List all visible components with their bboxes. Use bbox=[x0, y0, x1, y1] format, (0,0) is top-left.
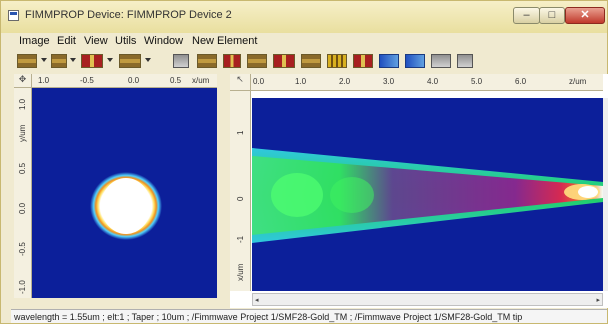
y-tick-label: 0.0 bbox=[18, 202, 27, 214]
x-tick-label: 0.0 bbox=[128, 76, 140, 85]
x-axis-unit: x/um bbox=[192, 76, 210, 85]
menu-edit[interactable]: Edit bbox=[57, 35, 76, 47]
mirror-icon[interactable] bbox=[301, 54, 321, 68]
z-ruler: 0.0 1.0 2.0 3.0 4.0 5.0 6.0 z/um bbox=[251, 74, 603, 91]
dropdown-arrow-icon[interactable] bbox=[145, 58, 151, 62]
field-lobe bbox=[271, 173, 323, 217]
close-button[interactable]: ✕ bbox=[565, 7, 605, 24]
x-tick-label: 1.0 bbox=[38, 76, 50, 85]
minimize-button[interactable]: – bbox=[513, 7, 540, 24]
scatter-icon[interactable] bbox=[197, 54, 217, 68]
dropdown-arrow-icon[interactable] bbox=[70, 58, 76, 62]
taper-field-plot[interactable] bbox=[252, 98, 603, 291]
dropdown-arrow-icon[interactable] bbox=[107, 58, 113, 62]
status-bar: wavelength = 1.55um ; elt:1 ; Taper ; 10… bbox=[11, 309, 607, 323]
menu-bar: Image Edit View Utils Window New Element bbox=[11, 33, 605, 49]
y-tick-label: 0.5 bbox=[18, 162, 27, 174]
z-tick-label: 0.0 bbox=[253, 77, 265, 86]
cross-section-view: ✥ 1.0 -0.5 0.0 0.5 x/um y/um 1.0 0.5 0.0… bbox=[14, 74, 217, 298]
field-lobe bbox=[330, 177, 374, 213]
menu-window[interactable]: Window bbox=[144, 35, 184, 47]
joint-icon[interactable] bbox=[51, 54, 67, 68]
grating-icon[interactable] bbox=[273, 54, 295, 68]
array-icon[interactable] bbox=[405, 54, 425, 68]
z-tick-label: 1.0 bbox=[295, 77, 307, 86]
y-tick-label: 1.0 bbox=[18, 98, 27, 110]
x-tick-label: 0 bbox=[236, 196, 245, 201]
pointer-cursor-icon[interactable]: ↖ bbox=[230, 74, 251, 91]
x-ruler: 1.0 -0.5 0.0 0.5 x/um bbox=[32, 74, 217, 88]
y-axis-unit: y/um bbox=[18, 124, 27, 142]
menu-new-element[interactable]: New Element bbox=[192, 35, 258, 47]
move-cursor-icon[interactable]: ✥ bbox=[14, 74, 32, 88]
y-tick-label: -1.0 bbox=[18, 280, 27, 294]
x-axis-unit: x/um bbox=[236, 263, 245, 281]
scroll-left-icon[interactable]: ◂ bbox=[255, 297, 259, 304]
taper-core-field bbox=[252, 156, 603, 235]
menu-image[interactable]: Image bbox=[19, 35, 50, 47]
lens-icon[interactable] bbox=[247, 54, 267, 68]
z-tick-label: 5.0 bbox=[471, 77, 483, 86]
taper-icon[interactable] bbox=[81, 54, 103, 68]
mode-field-plot[interactable] bbox=[32, 88, 217, 298]
z-tick-label: 6.0 bbox=[515, 77, 527, 86]
taper-section-icon[interactable] bbox=[223, 54, 241, 68]
periodic-icon[interactable] bbox=[379, 54, 399, 68]
menu-utils[interactable]: Utils bbox=[115, 35, 137, 47]
bend-icon[interactable] bbox=[119, 54, 141, 68]
x-tick-label: 0.5 bbox=[170, 76, 182, 85]
y-tick-label: -0.5 bbox=[18, 242, 27, 256]
x-tick-label: -0.5 bbox=[80, 76, 94, 85]
grid-icon[interactable] bbox=[327, 54, 347, 68]
properties-icon[interactable] bbox=[457, 54, 473, 68]
z-tick-label: 2.0 bbox=[339, 77, 351, 86]
x-tick-label: 1 bbox=[236, 130, 245, 135]
z-tick-label: 3.0 bbox=[383, 77, 395, 86]
vertical-scrollbar[interactable] bbox=[603, 98, 608, 291]
export-icon[interactable] bbox=[431, 54, 451, 68]
waveguide-section-icon[interactable] bbox=[17, 54, 37, 68]
fiber-core bbox=[101, 178, 151, 234]
app-window-icon bbox=[8, 10, 19, 21]
propagation-view: ↖ 0.0 1.0 2.0 3.0 4.0 5.0 6.0 z/um 1 0 -… bbox=[230, 74, 608, 308]
title-bar: FIMMPROP Device: FIMMPROP Device 2 – □ ✕ bbox=[1, 1, 607, 33]
toolbar bbox=[11, 51, 605, 73]
y-ruler: y/um 1.0 0.5 0.0 -0.5 -1.0 bbox=[14, 88, 32, 298]
mode-field-svg bbox=[32, 88, 217, 298]
x-tick-label: -1 bbox=[236, 235, 245, 243]
z-tick-label: 4.0 bbox=[427, 77, 439, 86]
x-ruler-vertical: 1 0 -1 x/um bbox=[230, 91, 251, 291]
dropdown-arrow-icon[interactable] bbox=[41, 58, 47, 62]
window-title: FIMMPROP Device: FIMMPROP Device 2 bbox=[25, 9, 232, 21]
menu-view[interactable]: View bbox=[84, 35, 108, 47]
z-axis-unit: z/um bbox=[569, 77, 587, 86]
horizontal-scrollbar[interactable]: ◂ ▸ bbox=[252, 293, 603, 306]
slanted-icon[interactable] bbox=[353, 54, 373, 68]
device-icon[interactable] bbox=[173, 54, 189, 68]
field-peak bbox=[578, 186, 598, 198]
taper-field-svg bbox=[252, 98, 603, 291]
scroll-right-icon[interactable]: ▸ bbox=[596, 297, 600, 304]
maximize-button[interactable]: □ bbox=[539, 7, 565, 24]
